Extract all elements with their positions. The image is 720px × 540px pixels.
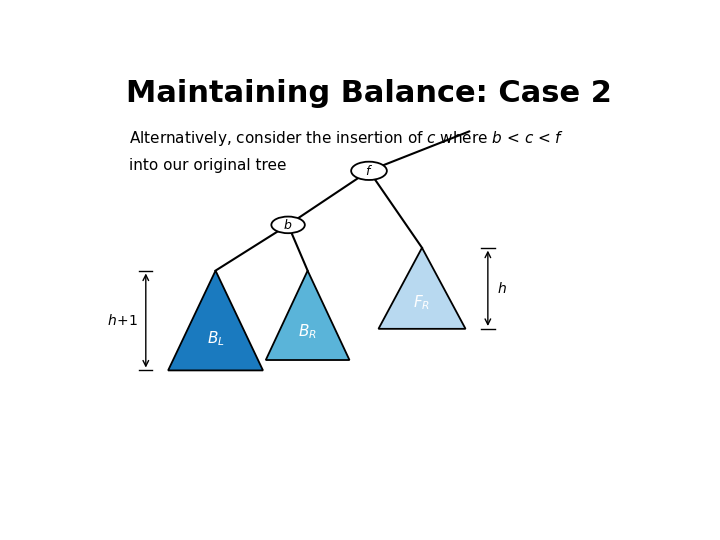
Text: $b$: $b$ — [284, 218, 293, 232]
Text: into our original tree: into our original tree — [129, 158, 287, 173]
Ellipse shape — [271, 217, 305, 233]
Text: Maintaining Balance: Case 2: Maintaining Balance: Case 2 — [126, 79, 612, 109]
Text: $F_R$: $F_R$ — [413, 294, 431, 312]
Ellipse shape — [351, 161, 387, 180]
Text: $f$: $f$ — [365, 164, 373, 178]
Polygon shape — [266, 271, 349, 360]
Polygon shape — [379, 248, 466, 329]
Text: $B_L$: $B_L$ — [207, 329, 225, 348]
Text: $h$: $h$ — [497, 281, 507, 296]
Text: $B_R$: $B_R$ — [298, 322, 317, 341]
Polygon shape — [168, 271, 263, 370]
Text: Alternatively, consider the insertion of $c$ where $\mathit{b}$ < $c$ < $f$: Alternatively, consider the insertion of… — [129, 129, 564, 149]
Text: $h\!+\!1$: $h\!+\!1$ — [107, 313, 138, 328]
